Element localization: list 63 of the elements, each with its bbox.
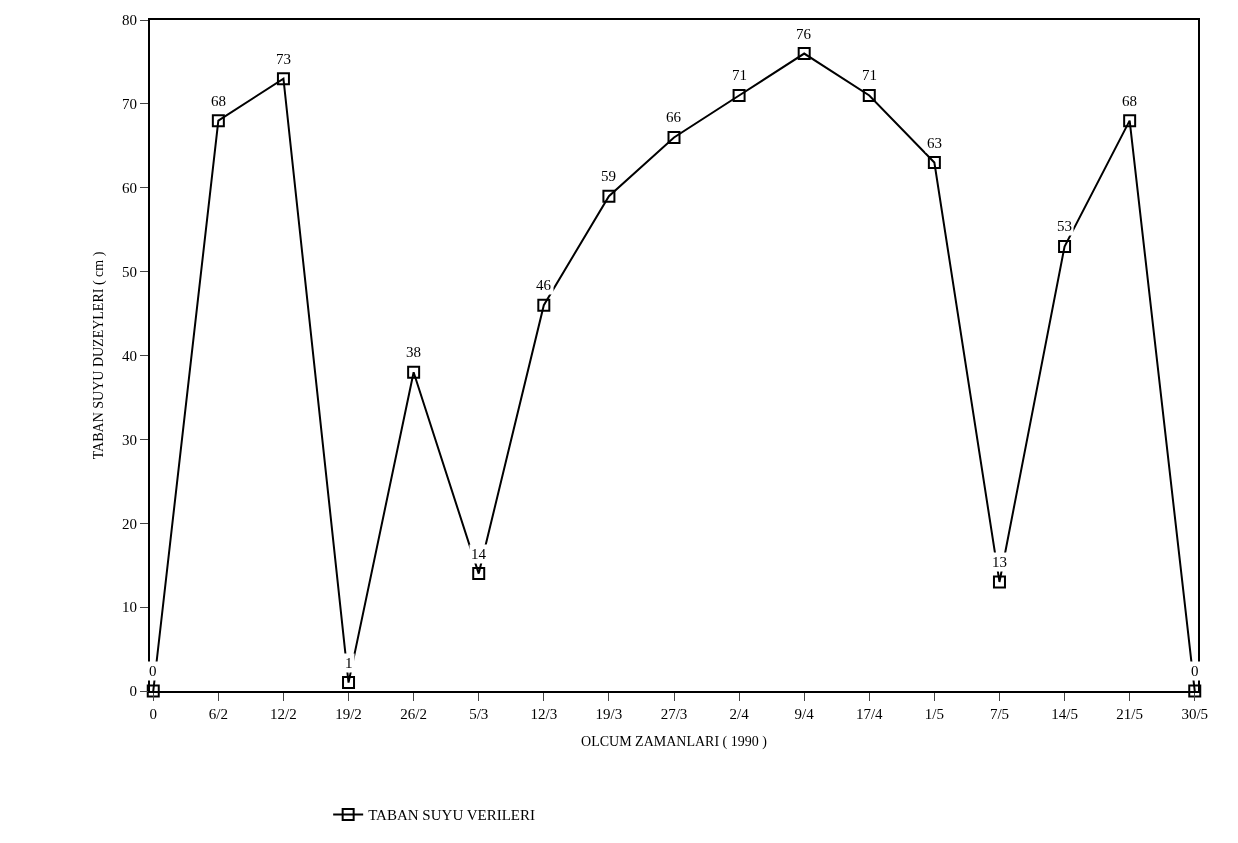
- y-axis-title: TABAN SUYU DUZEYLERI ( cm ): [91, 251, 108, 460]
- point: [146, 684, 160, 698]
- x-tick-label: 6/2: [208, 706, 228, 722]
- y-tick-label: 10: [122, 599, 137, 616]
- y-tick-label: 70: [122, 96, 137, 113]
- data-label: 73: [276, 51, 291, 67]
- x-tick-label: 17/4: [855, 706, 884, 722]
- x-tick-label: 12/2: [270, 706, 297, 722]
- x-tick-label: 5/3: [469, 706, 489, 722]
- point: [862, 88, 876, 102]
- x-axis-title: OLCUM ZAMANLARI ( 1990 ): [581, 733, 768, 750]
- data-label: 71: [732, 67, 747, 83]
- x-tick-label: 1/5: [924, 706, 944, 722]
- point: [1058, 239, 1072, 253]
- x-tick-label: 26/2: [400, 706, 427, 722]
- point: [1123, 114, 1137, 128]
- data-label: 71: [862, 67, 877, 83]
- x-tick-label: 9/4: [794, 706, 815, 722]
- y-tick-label: 30: [122, 431, 137, 448]
- point: [797, 47, 811, 61]
- x-tick-label: 14/5: [1051, 706, 1078, 722]
- point: [1188, 684, 1202, 698]
- point: [276, 72, 290, 86]
- point: [407, 365, 421, 379]
- x-tick-label: 12/3: [530, 706, 558, 722]
- data-label: 0: [149, 663, 157, 679]
- data-label: 46: [536, 277, 552, 293]
- data-label: 63: [927, 135, 942, 151]
- x-tick-label: 27/3: [660, 706, 688, 722]
- x-tick-label: 19/2: [335, 706, 362, 722]
- y-tick-label: 50: [122, 263, 137, 280]
- data-label: 53: [1057, 218, 1072, 234]
- y-tick-label: 20: [122, 515, 137, 532]
- data-label: 13: [992, 554, 1007, 570]
- x-tick-label: 30/5: [1181, 706, 1209, 722]
- legend-label: TABAN SUYU VERILERI: [368, 807, 536, 824]
- x-tick-label: 7/5: [989, 706, 1010, 722]
- y-tick-label: 0: [129, 683, 137, 700]
- point: [472, 567, 486, 581]
- point: [732, 88, 746, 102]
- x-tick-label: 0: [149, 706, 157, 722]
- data-label: 14: [471, 546, 487, 562]
- data-label: 76: [796, 26, 812, 42]
- point: [537, 298, 551, 312]
- data-label: 0: [1191, 663, 1199, 679]
- point: [667, 130, 681, 144]
- x-tick-label: 2/4: [729, 706, 750, 722]
- y-tick-label: 40: [122, 347, 137, 364]
- data-label: 1: [345, 655, 353, 671]
- point: [211, 114, 225, 128]
- x-tick-label: 21/5: [1116, 706, 1143, 722]
- point: [342, 676, 356, 690]
- data-label: 38: [406, 344, 421, 360]
- data-label: 68: [1122, 93, 1137, 109]
- point: [927, 156, 941, 170]
- y-tick-label: 80: [122, 12, 137, 29]
- data-label: 59: [601, 168, 616, 184]
- point: [602, 189, 616, 203]
- data-label: 68: [211, 93, 226, 109]
- point: [992, 575, 1006, 589]
- data-label: 66: [666, 109, 682, 125]
- y-tick-label: 60: [122, 180, 137, 196]
- x-tick-label: 19/3: [595, 706, 623, 722]
